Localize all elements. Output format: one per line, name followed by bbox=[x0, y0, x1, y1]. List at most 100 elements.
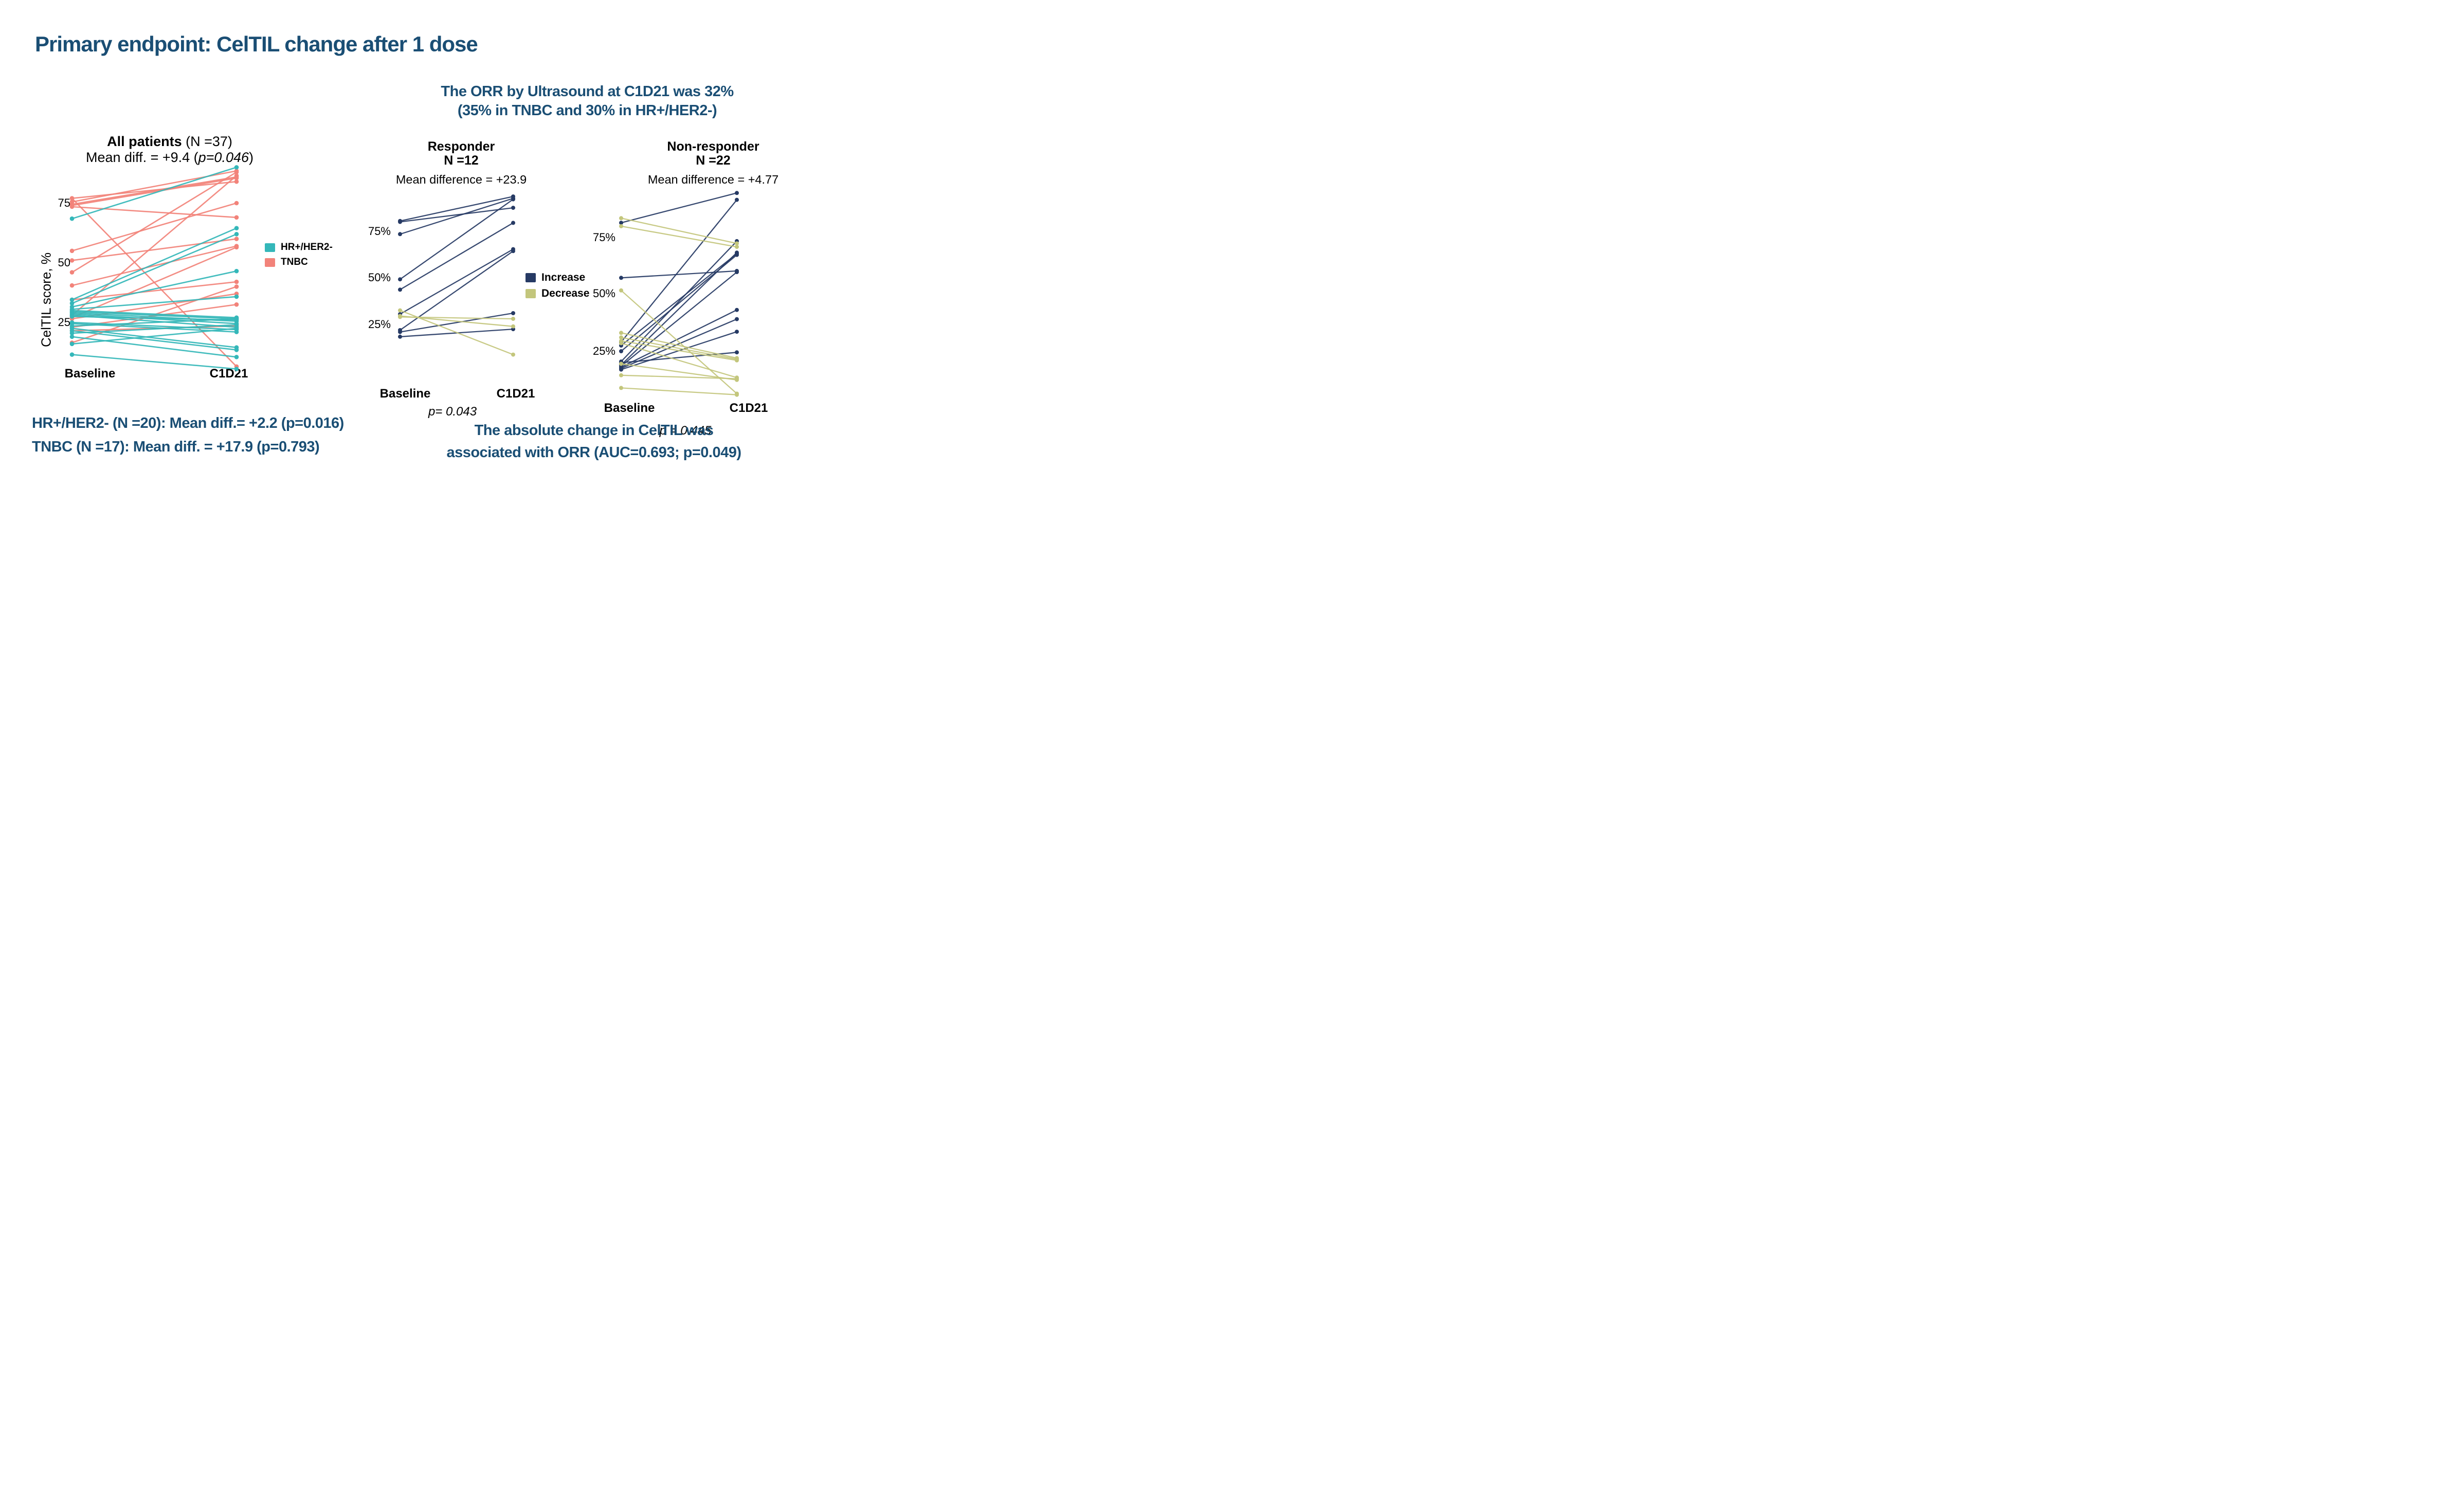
data-point bbox=[234, 170, 239, 174]
slope-line bbox=[400, 316, 514, 320]
data-point bbox=[735, 270, 739, 275]
slope-line bbox=[71, 175, 237, 316]
data-point bbox=[735, 317, 739, 321]
slope-line bbox=[400, 198, 514, 280]
increase-swatch-icon bbox=[526, 273, 536, 282]
data-point bbox=[619, 331, 623, 335]
data-point bbox=[69, 258, 75, 263]
data-point bbox=[234, 279, 239, 284]
non-responder-n: N =22 bbox=[696, 153, 731, 168]
slope-line bbox=[621, 363, 737, 381]
slope-line bbox=[621, 332, 737, 359]
slope-line bbox=[71, 270, 237, 308]
decrease-swatch-icon bbox=[526, 289, 536, 298]
data-point bbox=[234, 215, 239, 220]
orr-summary-line2: (35% in TNBC and 30% in HR+/HER2-) bbox=[457, 102, 717, 119]
non-responder-y-tick-25: 25% bbox=[592, 345, 615, 357]
hr-her2-swatch-icon bbox=[265, 243, 275, 252]
slope-line bbox=[71, 167, 237, 220]
data-point bbox=[619, 216, 623, 221]
slope-line bbox=[71, 328, 237, 345]
x-label-c1d21-3: C1D21 bbox=[729, 401, 768, 415]
slope-line bbox=[400, 195, 514, 222]
slope-line bbox=[400, 197, 514, 235]
auc-note: The absolute change in CelTIL was associ… bbox=[440, 420, 748, 464]
data-point bbox=[735, 241, 739, 246]
data-point bbox=[234, 322, 239, 327]
all-patients-plot bbox=[69, 165, 239, 371]
data-point bbox=[735, 250, 739, 255]
slope-line bbox=[71, 227, 237, 301]
data-point bbox=[234, 268, 239, 274]
data-point bbox=[619, 224, 623, 228]
slope-line bbox=[71, 177, 237, 206]
slope-line bbox=[621, 374, 737, 379]
non-responder-p-value: p = 0.445 bbox=[659, 424, 712, 438]
data-point bbox=[398, 330, 402, 334]
non-responder-plot bbox=[619, 191, 739, 397]
data-point bbox=[619, 349, 623, 353]
slope-line bbox=[71, 310, 237, 318]
legend-item-increase: Increase bbox=[526, 272, 589, 284]
slope-line bbox=[71, 176, 237, 205]
subgroup-stats-line1: HR+/HER2- (N =20): Mean diff.= +2.2 (p=0… bbox=[32, 415, 344, 431]
slope-line bbox=[71, 246, 237, 318]
slope-line bbox=[71, 171, 237, 273]
legend-item-hr-her2: HR+/HER2- bbox=[265, 242, 333, 253]
data-point bbox=[234, 367, 239, 371]
data-point bbox=[735, 358, 739, 363]
data-point bbox=[511, 197, 515, 202]
data-point bbox=[69, 216, 75, 221]
data-point bbox=[234, 348, 239, 352]
slope-line bbox=[621, 318, 737, 369]
legend-item-decrease: Decrease bbox=[526, 287, 589, 300]
slope-line bbox=[71, 296, 237, 310]
legend-label-hr-her2: HR+/HER2- bbox=[281, 242, 333, 252]
data-point bbox=[619, 288, 623, 293]
data-point bbox=[69, 204, 75, 209]
slope-line bbox=[400, 207, 514, 223]
legend-item-tnbc: TNBC bbox=[265, 257, 333, 268]
slope-line bbox=[621, 340, 737, 361]
data-point bbox=[619, 373, 623, 377]
tnbc-swatch-icon bbox=[265, 258, 275, 267]
data-point bbox=[234, 179, 239, 184]
slope-line bbox=[71, 330, 237, 351]
non-responder-header: Non-responder N =22 Mean difference = +4… bbox=[636, 140, 790, 187]
data-point bbox=[234, 226, 239, 230]
orr-summary-line1: The ORR by Ultrasound at C1D21 was 32% bbox=[441, 83, 734, 100]
data-point bbox=[69, 297, 75, 302]
data-point bbox=[398, 220, 402, 224]
responder-y-tick-50: 50% bbox=[368, 271, 391, 284]
data-point bbox=[619, 341, 623, 346]
data-point bbox=[398, 308, 402, 313]
responder-y-tick-25: 25% bbox=[368, 318, 391, 331]
data-point bbox=[69, 196, 75, 201]
slope-line bbox=[400, 248, 514, 315]
data-point bbox=[234, 330, 239, 334]
group-legend: HR+/HER2- TNBC bbox=[265, 242, 333, 272]
data-point bbox=[234, 316, 239, 321]
responder-y-tick-75: 75% bbox=[368, 225, 391, 238]
data-point bbox=[69, 283, 75, 288]
data-point bbox=[234, 165, 239, 170]
responder-plot bbox=[398, 194, 515, 357]
data-point bbox=[511, 206, 515, 210]
data-point bbox=[511, 324, 515, 329]
slope-line bbox=[621, 252, 737, 366]
data-point bbox=[735, 191, 739, 195]
data-point bbox=[69, 352, 75, 357]
data-point bbox=[234, 294, 239, 299]
responder-p-value: p= 0.043 bbox=[428, 405, 477, 419]
x-label-c1d21-2: C1D21 bbox=[496, 387, 535, 401]
legend-label-increase: Increase bbox=[541, 272, 586, 283]
slope-line bbox=[621, 290, 737, 394]
slope-line bbox=[400, 312, 514, 333]
y-tick-75: 75 bbox=[58, 196, 70, 209]
data-point bbox=[619, 367, 623, 372]
all-patients-title: All patients (N =37) bbox=[107, 134, 232, 149]
data-point bbox=[398, 315, 402, 319]
non-responder-y-tick-75: 75% bbox=[592, 231, 615, 244]
auc-note-line1: The absolute change in CelTIL was bbox=[474, 422, 714, 439]
data-point bbox=[234, 232, 239, 237]
